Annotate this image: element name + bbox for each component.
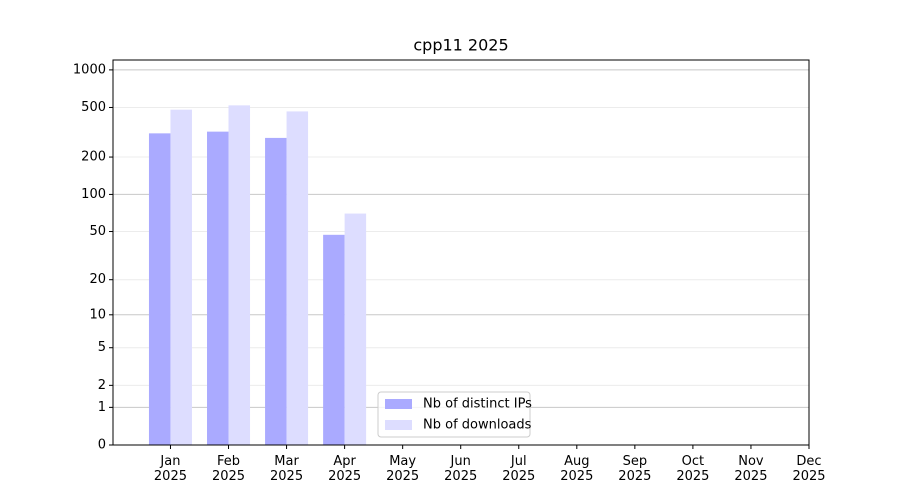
y-tick-label: 1 <box>98 400 106 415</box>
x-tick-label: Apr 2025 <box>328 454 362 484</box>
x-tick-label: Feb 2025 <box>211 454 246 484</box>
legend-swatch <box>385 420 412 430</box>
y-tick-label: 200 <box>81 150 106 165</box>
bar <box>228 105 251 446</box>
y-tick-label: 500 <box>81 100 106 115</box>
y-tick-label: 5 <box>98 340 106 355</box>
x-tick-label: Jan 2025 <box>153 454 187 484</box>
x-tick-label: Jun 2025 <box>444 454 478 484</box>
bar <box>170 109 192 445</box>
bar <box>207 131 229 445</box>
bar <box>265 137 287 445</box>
bar <box>344 213 367 445</box>
x-tick-label: Nov 2025 <box>734 454 768 484</box>
x-tick-label: Oct 2025 <box>676 454 710 484</box>
bar <box>323 234 345 445</box>
x-tick-label: May 2025 <box>386 454 420 484</box>
x-tick-label: Mar 2025 <box>270 454 304 484</box>
legend-label: Nb of distinct IPs <box>423 397 532 412</box>
x-tick-label: Sep 2025 <box>618 454 652 484</box>
chart-title: cpp11 2025 <box>413 36 508 55</box>
x-tick-label: Dec 2025 <box>792 454 826 484</box>
legend-label: Nb of downloads <box>423 418 532 433</box>
bar <box>286 111 309 446</box>
y-tick-label: 1000 <box>73 62 106 77</box>
legend-box <box>377 391 531 438</box>
x-tick-label: Aug 2025 <box>560 454 594 484</box>
bar <box>148 133 171 446</box>
y-tick-label: 100 <box>81 187 106 202</box>
legend-swatch <box>385 399 412 409</box>
x-tick-label: Jul 2025 <box>502 454 536 484</box>
y-tick-label: 50 <box>89 224 106 239</box>
y-tick-label: 0 <box>98 438 106 453</box>
y-tick-label: 10 <box>89 307 106 322</box>
y-tick-label: 20 <box>89 272 106 287</box>
y-tick-label: 2 <box>98 378 106 393</box>
